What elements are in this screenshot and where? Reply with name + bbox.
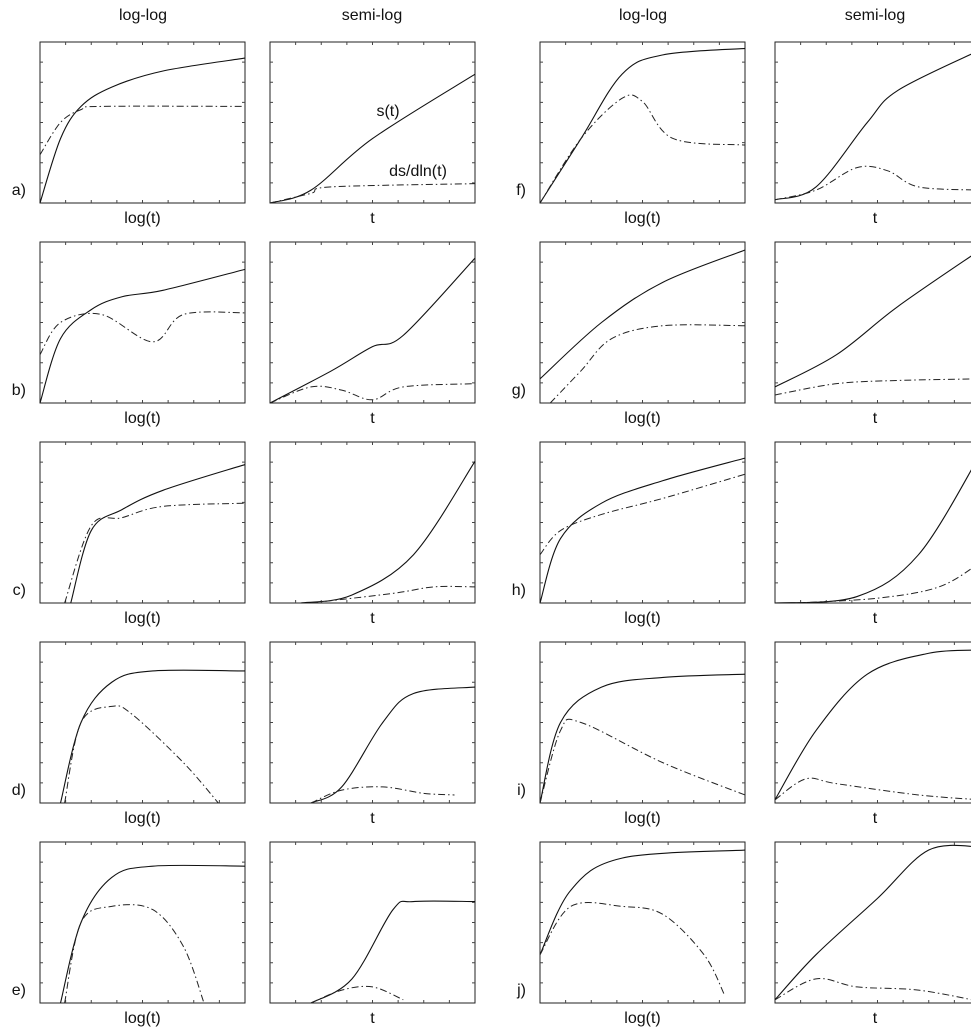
column-header: log-log bbox=[119, 7, 167, 24]
curve-derivative bbox=[539, 473, 746, 556]
x-axis-label: log(t) bbox=[124, 810, 160, 827]
panel-frame bbox=[269, 241, 476, 404]
panel-frame bbox=[774, 841, 971, 1004]
x-axis-label: t bbox=[873, 810, 878, 827]
curve-s bbox=[774, 53, 971, 201]
curve-s bbox=[539, 849, 746, 955]
curve-s bbox=[59, 669, 246, 804]
panel-frame bbox=[539, 641, 746, 804]
panel-frame bbox=[774, 441, 971, 604]
panel-label: a) bbox=[12, 182, 26, 199]
x-axis-label: t bbox=[873, 210, 878, 227]
curve-s bbox=[774, 255, 971, 388]
curve-derivative bbox=[774, 777, 971, 801]
panel-frame bbox=[39, 441, 246, 604]
panel-label: d) bbox=[12, 782, 26, 799]
x-axis-label: log(t) bbox=[624, 610, 660, 627]
curve-s bbox=[269, 73, 476, 204]
curve-derivative bbox=[539, 94, 746, 204]
panel-frame bbox=[539, 41, 746, 204]
x-axis-label: log(t) bbox=[624, 410, 660, 427]
x-axis-label: t bbox=[873, 1010, 878, 1027]
curve-s bbox=[269, 257, 476, 404]
curve-s bbox=[539, 457, 746, 604]
x-axis-label: log(t) bbox=[124, 610, 160, 627]
panel-frame bbox=[269, 441, 476, 604]
annotation: s(t) bbox=[376, 103, 399, 120]
curve-s bbox=[774, 469, 971, 604]
curve-s bbox=[300, 461, 476, 604]
curve-derivative bbox=[269, 383, 476, 404]
panel-frame bbox=[269, 841, 476, 1004]
curve-s bbox=[539, 47, 746, 204]
panel-label: g) bbox=[512, 382, 526, 399]
curve-derivative bbox=[774, 378, 971, 396]
column-header: log-log bbox=[619, 7, 667, 24]
column-header: semi-log bbox=[845, 7, 905, 24]
curve-s bbox=[774, 649, 971, 801]
curve-s bbox=[70, 464, 246, 604]
panel-label: c) bbox=[13, 582, 26, 599]
panel-frame bbox=[39, 641, 246, 804]
panel-frame bbox=[269, 641, 476, 804]
x-axis-label: t bbox=[873, 610, 878, 627]
x-axis-label: log(t) bbox=[124, 410, 160, 427]
curve-s bbox=[39, 57, 246, 204]
curve-derivative bbox=[774, 978, 971, 1001]
curve-derivative bbox=[774, 165, 971, 201]
panel-frame bbox=[774, 41, 971, 204]
curve-s bbox=[310, 900, 476, 1004]
panel-label: j) bbox=[516, 982, 526, 999]
panel-frame bbox=[774, 241, 971, 404]
x-axis-label: log(t) bbox=[124, 210, 160, 227]
panel-frame bbox=[39, 41, 246, 204]
x-axis-label: t bbox=[370, 1010, 375, 1027]
x-axis-label: t bbox=[370, 810, 375, 827]
curve-s bbox=[539, 673, 746, 804]
column-header: semi-log bbox=[342, 7, 402, 24]
curve-derivative bbox=[39, 105, 246, 155]
x-axis-label: log(t) bbox=[624, 1010, 660, 1027]
x-axis-label: t bbox=[370, 410, 375, 427]
x-axis-label: log(t) bbox=[624, 210, 660, 227]
panel-frame bbox=[539, 241, 746, 404]
curve-derivative bbox=[310, 985, 404, 1004]
x-axis-label: t bbox=[873, 410, 878, 427]
curve-s bbox=[310, 686, 476, 804]
x-axis-label: log(t) bbox=[124, 1010, 160, 1027]
curve-s bbox=[39, 268, 246, 404]
x-axis-label: t bbox=[370, 210, 375, 227]
curve-derivative bbox=[64, 502, 246, 604]
panel-frame bbox=[539, 841, 746, 1004]
panel-frame bbox=[39, 241, 246, 404]
panel-label: f) bbox=[516, 182, 526, 199]
curve-derivative bbox=[549, 324, 746, 404]
panel-label: i) bbox=[517, 782, 526, 799]
annotation: ds/dln(t) bbox=[389, 163, 447, 180]
curve-derivative bbox=[539, 718, 746, 804]
curve-s bbox=[59, 864, 246, 1004]
panel-frame bbox=[774, 641, 971, 804]
curve-derivative bbox=[795, 568, 971, 604]
curve-derivative bbox=[539, 902, 725, 996]
curve-s bbox=[774, 844, 971, 1001]
curve-derivative bbox=[64, 904, 205, 1004]
x-axis-label: t bbox=[370, 610, 375, 627]
panel-label: b) bbox=[12, 382, 26, 399]
curve-derivative bbox=[310, 786, 455, 804]
curve-derivative bbox=[39, 311, 246, 355]
x-axis-label: log(t) bbox=[624, 810, 660, 827]
curve-s bbox=[539, 249, 746, 380]
panel-label: e) bbox=[12, 982, 26, 999]
panel-label: h) bbox=[512, 582, 526, 599]
curve-derivative bbox=[64, 705, 219, 804]
curve-derivative bbox=[310, 585, 476, 604]
